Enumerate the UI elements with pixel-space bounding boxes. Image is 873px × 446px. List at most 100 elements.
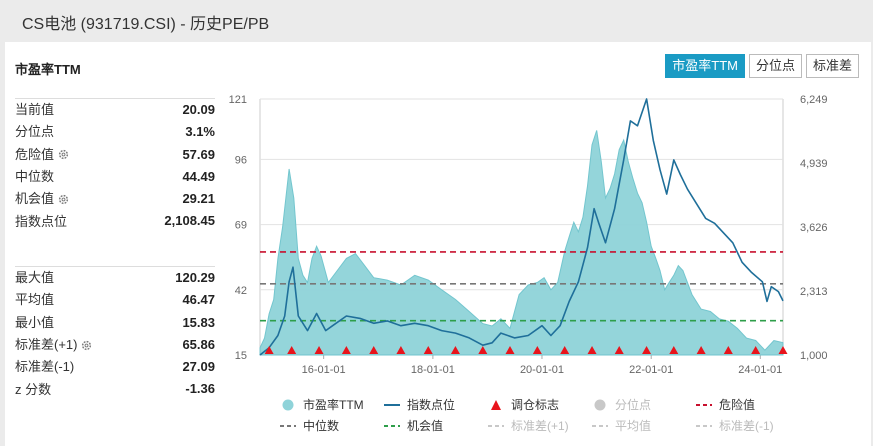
y-right-tick-label: 3,626 xyxy=(800,222,828,234)
stat-current-row: 分位点 3.1% xyxy=(15,121,215,143)
legend-symbol-icon xyxy=(592,424,608,427)
stat-label: 危险值 xyxy=(15,146,55,162)
stat-history-row: 标准差(+1) 65.86 xyxy=(15,334,215,356)
tab-std-dev[interactable]: 标准差 xyxy=(805,54,859,78)
y-right-tick-label: 6,249 xyxy=(800,94,828,106)
legend-label: 标准差(+1) xyxy=(511,419,569,433)
x-tick-label: 16-01-01 xyxy=(302,364,346,376)
gear-icon[interactable] xyxy=(81,340,92,351)
stat-value: 29.21 xyxy=(182,191,215,207)
legend-label: 中位数 xyxy=(303,419,340,433)
legend-label: 标准差(-1) xyxy=(719,419,774,433)
rebalance-marker xyxy=(264,346,274,354)
stat-label: 标准差(-1) xyxy=(15,359,75,375)
pe-panel: 市盈率TTM 市盈率TTM 分位点 标准差 当前值 20.09 分位点 3.1% 危险值… xyxy=(5,42,871,446)
rebalance-marker xyxy=(723,346,733,354)
legend-row-2: 中位数 机会值 标准差(+1) 平均值 标准差(-1) xyxy=(279,415,869,436)
y-left-tick-label: 15 xyxy=(235,350,247,362)
stat-label: 最大值 xyxy=(15,270,55,286)
stat-current-row: 指数点位 2,108.45 xyxy=(15,210,215,232)
rebalance-marker xyxy=(314,346,324,354)
stat-label: 指数点位 xyxy=(15,213,68,229)
rebalance-marker xyxy=(587,346,597,354)
legend-label: 分位点 xyxy=(615,398,652,412)
legend-item[interactable]: 机会值 xyxy=(383,417,487,434)
y-right-tick-label: 1,000 xyxy=(800,350,828,362)
stat-value: 27.09 xyxy=(182,359,215,375)
gear-icon[interactable] xyxy=(58,149,69,160)
rebalance-marker xyxy=(532,346,542,354)
stat-history-row: 标准差(-1) 27.09 xyxy=(15,356,215,378)
rebalance-marker xyxy=(341,346,351,354)
rebalance-marker xyxy=(423,346,433,354)
rebalance-marker xyxy=(478,346,488,354)
stat-value: 46.47 xyxy=(182,292,215,308)
y-right-tick-label: 4,939 xyxy=(800,158,828,170)
stat-value: 2,108.45 xyxy=(164,213,215,229)
rebalance-marker xyxy=(560,346,570,354)
legend-item[interactable]: 市盈率TTM xyxy=(279,396,383,413)
legend-item[interactable]: 调仓标志 xyxy=(487,396,591,413)
rebalance-marker xyxy=(642,346,652,354)
rebalance-marker xyxy=(751,346,761,354)
legend-symbol-icon xyxy=(280,424,296,427)
rebalance-marker xyxy=(396,346,406,354)
x-tick-label: 24-01-01 xyxy=(738,364,782,376)
stat-value: 15.83 xyxy=(182,314,215,330)
stat-value: 44.49 xyxy=(182,168,215,184)
legend-item[interactable]: 指数点位 xyxy=(383,396,487,413)
stat-label: 机会值 xyxy=(15,191,55,207)
stat-history-row: z 分数 -1.36 xyxy=(15,378,215,400)
stat-label: z 分数 xyxy=(15,381,52,397)
stat-value: 20.09 xyxy=(182,102,215,117)
x-tick-label: 18-01-01 xyxy=(411,364,455,376)
stat-history-row: 平均值 46.47 xyxy=(15,289,215,311)
pe-area-series xyxy=(259,130,784,356)
window-title: CS电池 (931719.CSI) - 历史PE/PB xyxy=(22,16,270,33)
x-tick-label: 22-01-01 xyxy=(629,364,673,376)
stat-value: 3.1% xyxy=(185,124,215,140)
legend-item[interactable]: 标准差(+1) xyxy=(487,417,591,434)
x-tick-label: 20-01-01 xyxy=(520,364,564,376)
legend-label: 危险值 xyxy=(719,398,756,412)
legend-label: 指数点位 xyxy=(407,398,456,412)
stat-current-row: 危险值 57.69 xyxy=(15,144,215,166)
stat-label: 中位数 xyxy=(15,169,55,185)
stat-value: -1.36 xyxy=(185,381,215,397)
rebalance-marker xyxy=(450,346,460,354)
legend-symbol-icon xyxy=(696,403,712,406)
stat-label: 当前值 xyxy=(15,102,55,118)
tab-percentile[interactable]: 分位点 xyxy=(748,54,802,78)
rebalance-marker xyxy=(696,346,706,354)
rebalance-marker xyxy=(369,346,379,354)
stat-label: 标准差(+1) xyxy=(15,337,78,353)
stat-value: 120.29 xyxy=(175,270,215,285)
legend-item[interactable]: 危险值 xyxy=(695,396,799,413)
legend-symbol-icon xyxy=(384,403,400,406)
pe-chart: 121 96 69 42 15 6,249 4,939 3,626 2,313 1,000 16-0… xyxy=(229,94,828,376)
legend-item[interactable]: 平均值 xyxy=(591,417,695,434)
tab-pe-ttm[interactable]: 市盈率TTM xyxy=(665,54,745,78)
index-line-series xyxy=(259,98,784,356)
gear-icon[interactable] xyxy=(58,194,69,205)
legend-symbol-icon xyxy=(384,424,400,427)
rebalance-marker xyxy=(614,346,624,354)
legend-label: 平均值 xyxy=(615,419,652,433)
stat-current-row: 机会值 29.21 xyxy=(15,188,215,210)
legend-item[interactable]: 中位数 xyxy=(279,417,383,434)
legend-symbol-icon xyxy=(696,424,712,427)
legend-row-1: 市盈率TTM 指数点位 调仓标志 分位点 危险值 xyxy=(279,394,869,415)
rebalance-marker xyxy=(778,346,788,354)
rebalance-marker xyxy=(287,346,297,354)
stats-current: 当前值 20.09 分位点 3.1% 危险值 57.69 中位数 44.49 机会值 29.21 指… xyxy=(15,98,215,233)
legend-item[interactable]: 分位点 xyxy=(591,396,695,413)
stat-value: 65.86 xyxy=(182,336,215,352)
stat-label: 分位点 xyxy=(15,124,55,140)
y-left-tick-label: 42 xyxy=(235,285,247,297)
legend-item[interactable]: 标准差(-1) xyxy=(695,417,799,434)
stat-current-row: 中位数 44.49 xyxy=(15,166,215,188)
legend-symbol-icon xyxy=(491,399,501,410)
stats-history: 最大值 120.29 平均值 46.47 最小值 15.83 标准差(+1) 65.86 标准差… xyxy=(15,266,215,401)
legend-symbol-icon xyxy=(488,424,504,427)
stat-label: 最小值 xyxy=(15,314,55,330)
